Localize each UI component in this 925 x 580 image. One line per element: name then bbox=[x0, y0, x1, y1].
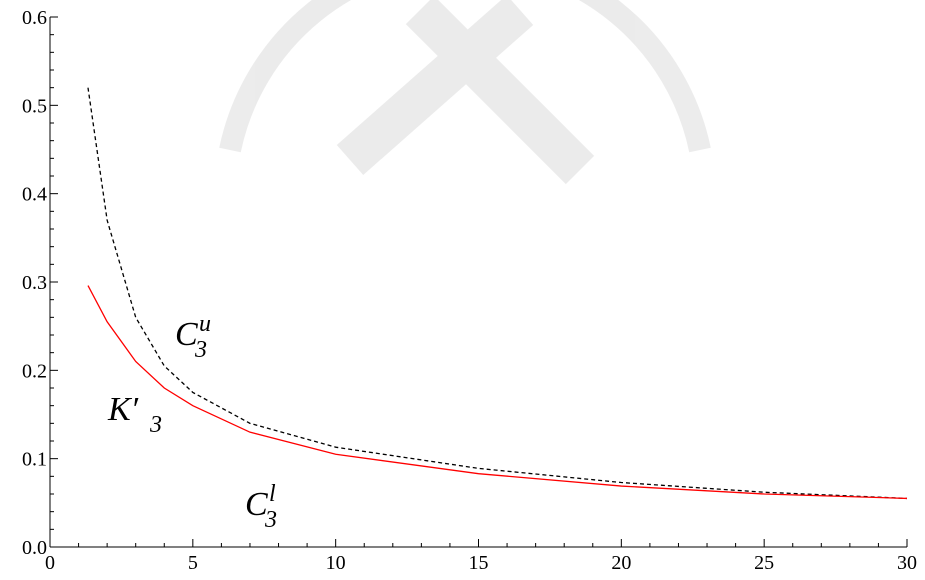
series-line bbox=[87, 87, 908, 500]
x-tick-label: 30 bbox=[897, 552, 917, 574]
x-tick-label: 5 bbox=[188, 552, 198, 574]
watermark bbox=[219, 0, 711, 185]
x-tick-label: 15 bbox=[469, 552, 489, 574]
x-tick-label: 0 bbox=[45, 552, 55, 574]
y-tick-label: 0.2 bbox=[22, 360, 47, 382]
label-sub: 3 bbox=[264, 507, 277, 533]
label-sup: l bbox=[269, 481, 276, 507]
label-base: C bbox=[175, 316, 198, 353]
curve-label: Cu 3 bbox=[175, 311, 211, 363]
x-tick-label: 25 bbox=[754, 552, 774, 574]
label-base: C bbox=[245, 486, 268, 523]
y-tick-label: 0.1 bbox=[22, 449, 47, 471]
x-tick-label: 20 bbox=[611, 552, 631, 574]
label-sub: 3 bbox=[149, 412, 162, 438]
label-sup: u bbox=[199, 311, 211, 337]
y-tick-label: 0.4 bbox=[22, 184, 47, 206]
curve-label: K′ 3 bbox=[107, 391, 162, 438]
series-line bbox=[87, 285, 908, 500]
y-tick-label: 0.6 bbox=[22, 7, 47, 29]
y-tick-label: 0.0 bbox=[22, 537, 47, 559]
x-tick-label: 10 bbox=[326, 552, 346, 574]
label-sub: 3 bbox=[194, 337, 207, 363]
curve-label: Cl 3 bbox=[245, 481, 277, 533]
label-base: K′ bbox=[107, 391, 139, 428]
y-tick-label: 0.3 bbox=[22, 272, 47, 294]
y-tick-label: 0.5 bbox=[22, 95, 47, 117]
